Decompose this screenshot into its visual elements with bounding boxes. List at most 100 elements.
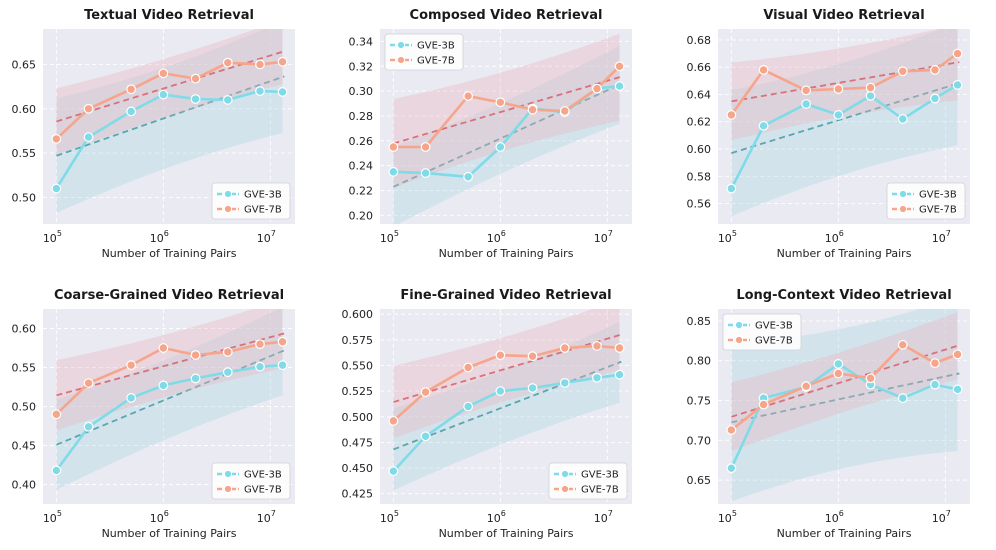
data-point [495,350,506,361]
data-point [952,384,963,395]
x-tick-label: 107 [594,509,613,525]
data-point [801,99,812,109]
y-tick-label: 0.40 [12,479,37,492]
y-tick-label: 0.45 [12,440,37,453]
data-point [126,360,137,371]
y-tick-label: 0.68 [687,34,712,47]
y-tick-label: 0.30 [349,85,374,98]
data-point [833,368,844,379]
plot-content [726,309,963,502]
chart-title: Fine-Grained Video Retrieval [400,288,611,303]
data-point [758,399,769,410]
y-tick-label: 0.22 [349,184,374,197]
legend-label: GVE-7B [244,205,282,216]
x-tick-label: 105 [718,509,737,525]
x-tick-label: 106 [150,509,169,525]
data-point [190,73,201,84]
data-point [614,369,625,380]
data-point [726,463,737,474]
y-tick-label: 0.55 [12,147,37,160]
data-point [833,359,844,369]
data-point [865,90,876,101]
x-tick-label: 105 [380,229,399,245]
data-point [559,377,570,388]
data-point [897,393,908,404]
data-point [388,466,399,477]
data-point [126,393,137,403]
data-point [222,95,233,105]
y-tick-label: 0.75 [687,395,712,408]
legend-label: GVE-7B [755,336,793,347]
data-point [495,386,506,397]
data-point [277,87,288,97]
x-axis-label: Number of Training Pairs [439,247,574,260]
data-point [190,94,201,104]
data-point [388,166,399,177]
data-point [559,106,570,116]
chart-title: Textual Video Retrieval [84,8,254,23]
data-point [83,103,94,114]
data-point [190,350,201,360]
y-tick-label: 0.65 [687,474,712,487]
plot-content [51,29,288,214]
y-tick-label: 0.600 [342,308,374,321]
data-point [277,56,288,67]
y-tick-label: 0.525 [342,385,374,398]
data-point [801,381,812,392]
data-point [190,373,201,384]
data-point [614,343,625,353]
data-point [388,415,399,426]
series-line [55,363,283,472]
series-line [392,344,620,422]
data-point [833,84,844,94]
data-point [592,341,602,351]
x-tick-label: 107 [932,509,951,525]
data-point [930,379,940,390]
x-tick-label: 107 [932,229,951,245]
panel-2: Composed Video Retrieval 0.20 0.22 0.24 0.26… [349,8,632,260]
legend-label: GVE-7B [919,205,957,216]
data-point [495,97,506,108]
y-tick-label: 0.26 [349,135,374,148]
data-point [83,421,94,432]
panel-6: Long-Context Video Retrieval 0.65 0.70 0.75… [687,288,970,540]
plot-content [388,33,625,224]
y-tick-label: 0.28 [349,110,374,123]
legend-swatch-marker [898,204,908,214]
data-point [495,142,506,152]
y-tick-label: 0.20 [349,209,374,222]
y-tick-label: 0.58 [687,170,712,183]
trend-line [392,83,622,188]
confidence-band [393,309,620,439]
y-tick-label: 0.550 [342,359,374,372]
x-tick-label: 106 [150,229,169,245]
series-line [393,65,621,149]
y-tick-label: 0.60 [12,323,37,336]
x-axis-label: Number of Training Pairs [777,247,912,260]
legend: GVE-3B GVE-7B [384,33,464,71]
x-tick-label: 106 [487,229,506,245]
data-point [158,343,169,353]
y-tick-label: 0.65 [12,58,37,71]
legend: GVE-3B GVE-7B [722,313,802,351]
data-point [897,114,908,124]
x-axis-label: Number of Training Pairs [439,527,574,540]
confidence-band [56,29,283,214]
panel-4: Coarse-Grained Video Retrieval 0.40 0.45 0.… [12,288,295,540]
data-point [463,362,474,373]
confidence-band [731,309,958,502]
x-axis-label: Number of Training Pairs [102,527,237,540]
y-tick-label: 0.475 [342,436,374,449]
data-point [897,339,908,350]
data-point [255,86,265,96]
y-tick-label: 0.66 [687,61,712,74]
y-tick-label: 0.425 [342,488,374,501]
x-tick-label: 106 [825,509,844,525]
trend-line [56,75,285,157]
y-tick-label: 0.60 [12,103,37,116]
legend-label: GVE-3B [919,190,957,201]
y-tick-label: 0.70 [687,434,712,447]
data-point [865,82,876,93]
